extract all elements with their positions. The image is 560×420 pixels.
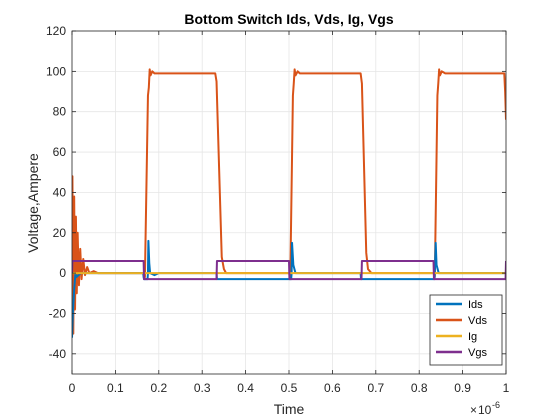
x-tick-label: 0.8 [411,381,428,395]
x-exponent-prefix: × [470,403,477,417]
x-tick-label: 0.7 [367,381,384,395]
series-layer [72,68,506,338]
y-tick-label: 60 [53,145,67,159]
legend-label-ig: Ig [468,331,477,343]
legend-box [429,294,503,366]
x-tick-label: 0.1 [107,381,124,395]
x-tick-label: 0.4 [237,381,254,395]
y-tick-label: 40 [53,185,67,199]
x-tick-label: 0.3 [194,381,211,395]
legend-label-vgs: Vgs [468,347,487,359]
y-tick-label: 100 [46,64,66,78]
y-tick-label: 80 [53,105,67,119]
legend-label-vds: Vds [468,315,487,327]
legend-label-ids: Ids [468,299,483,311]
y-tick-label: 0 [59,266,66,280]
y-tick-label: 20 [53,226,67,240]
y-tick-label: 120 [46,24,66,38]
x-exponent-label: × 10 -6 [470,400,500,417]
x-tick-label: 0.6 [324,381,341,395]
x-tick-label: 0.9 [454,381,471,395]
series-line-vgs [72,260,506,281]
y-tick-label: -20 [49,306,67,320]
x-exponent-power: -6 [492,400,500,410]
x-axis-label: Time [274,401,305,417]
x-exponent-base: 10 [478,403,492,417]
x-tick-label: 0.2 [150,381,167,395]
legend: Ids Vds Ig Vgs [429,294,503,366]
x-tick-label: 0.5 [281,381,298,395]
ticks: 0 0.1 0.2 0.3 0.4 0.5 0.6 0.7 0.8 0.9 1 120 100 80 60 4… [46,24,510,395]
chart-title: Bottom Switch Ids, Vds, Ig, Vgs [184,11,393,27]
y-tick-label: -40 [49,347,67,361]
x-tick-label: 1 [503,381,510,395]
x-tick-label: 0 [69,381,76,395]
y-axis-label: Voltage,Ampere [25,153,41,253]
